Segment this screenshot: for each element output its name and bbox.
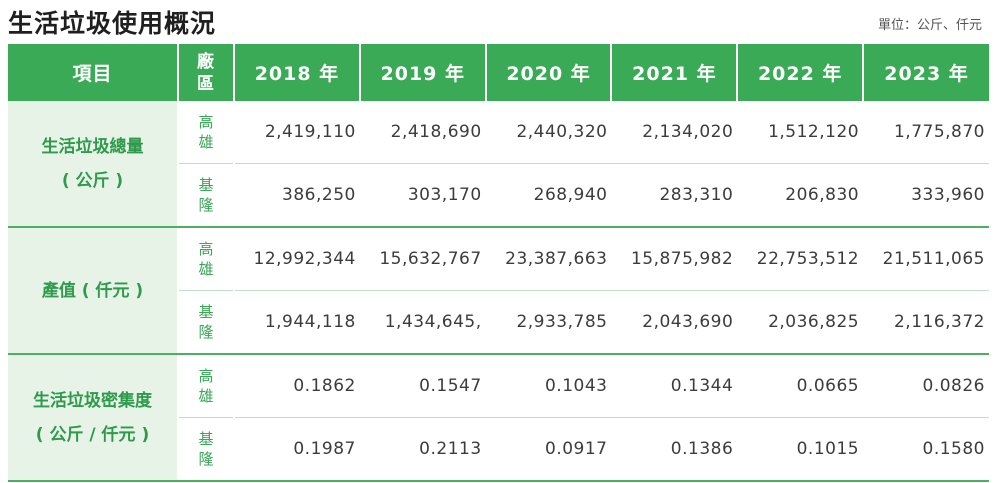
value-cell: 2,440,320: [485, 101, 612, 164]
value-cell: 283,310: [611, 163, 738, 228]
value-cell: 0.0665: [737, 354, 864, 418]
plant-cell: 基 隆: [178, 417, 236, 482]
value-cell: 0.1344: [611, 354, 738, 418]
header-plant: 廠 區: [178, 44, 236, 101]
value-cell: 1,434,645,: [359, 290, 486, 355]
header-year: 2023 年: [863, 44, 989, 101]
value-cell: 23,387,663: [485, 227, 612, 291]
value-cell: 0.0826: [863, 354, 989, 418]
value-cell: 0.1862: [234, 354, 360, 418]
row-group-label-line2: ( 公斤 / 仟元 ): [35, 424, 150, 445]
row-group-label-line1: 產值 ( 仟元 ): [41, 280, 144, 301]
row-group-label-line1: 生活垃圾密集度: [33, 390, 153, 411]
value-cell: 2,116,372: [863, 290, 989, 355]
header-year: 2022 年: [737, 44, 865, 101]
value-cell: 0.1043: [485, 354, 612, 418]
value-cell: 2,043,690: [611, 290, 738, 355]
value-cell: 0.2113: [359, 417, 486, 482]
row-group-label: 生活垃圾密集度 ( 公斤 / 仟元 ): [8, 354, 180, 482]
table-row: 產值 ( 仟元 ) 高 雄 12,992,344 15,632,767 23,387,6…: [8, 227, 989, 355]
value-cell: 0.1547: [359, 354, 486, 418]
table-row: 生活垃圾密集度( 公斤 / 仟元 ) 高 雄 0.1862 0.1547 0.1043 0…: [8, 354, 989, 482]
table-row: 基 隆 1,944,118 1,434,645, 2,933,785 2,043,690…: [8, 290, 989, 355]
plant-cell: 基 隆: [178, 290, 236, 355]
header-item: 項目: [8, 44, 180, 101]
value-cell: 0.1386: [611, 417, 738, 482]
value-cell: 1,775,870: [863, 101, 989, 164]
table-row: 基 隆 0.1987 0.2113 0.0917 0.1386 0.1015 0.1580: [8, 417, 989, 482]
value-cell: 206,830: [737, 163, 864, 228]
row-group-label: 產值 ( 仟元 ): [8, 227, 180, 355]
plant-cell: 高 雄: [178, 227, 236, 291]
value-cell: 1,512,120: [737, 101, 864, 164]
table-header-row: 項目 廠 區 2018 年 2019 年 2020 年 2021 年 2022 …: [8, 44, 989, 101]
value-cell: 303,170: [359, 163, 486, 228]
header-year: 2021 年: [611, 44, 739, 101]
value-cell: 0.1015: [737, 417, 864, 482]
value-cell: 22,753,512: [737, 227, 864, 291]
table-row: 基 隆 386,250 303,170 268,940 283,310 206,830 33…: [8, 163, 989, 228]
value-cell: 2,134,020: [611, 101, 738, 164]
header-year: 2019 年: [359, 44, 487, 101]
row-group-label-line1: 生活垃圾總量: [41, 136, 144, 157]
value-cell: 268,940: [485, 163, 612, 228]
value-cell: 386,250: [234, 163, 360, 228]
value-cell: 2,418,690: [359, 101, 486, 164]
value-cell: 15,875,982: [611, 227, 738, 291]
page-title: 生活垃圾使用概況: [8, 9, 217, 38]
header-year: 2018 年: [234, 44, 361, 101]
garbage-usage-table: 項目 廠 區 2018 年 2019 年 2020 年 2021 年 2022 …: [8, 44, 989, 482]
value-cell: 2,036,825: [737, 290, 864, 355]
plant-cell: 高 雄: [178, 101, 236, 164]
value-cell: 2,933,785: [485, 290, 612, 355]
value-cell: 0.1987: [234, 417, 360, 482]
header-year: 2020 年: [485, 44, 613, 101]
value-cell: 21,511,065: [863, 227, 989, 291]
value-cell: 12,992,344: [234, 227, 360, 291]
header-plant-text: 廠 區: [197, 51, 216, 94]
row-group-label-line2: ( 公斤 ): [61, 170, 124, 191]
plant-cell: 高 雄: [178, 354, 236, 418]
plant-cell: 基 隆: [178, 163, 236, 228]
value-cell: 333,960: [863, 163, 989, 228]
value-cell: 0.0917: [485, 417, 612, 482]
table-row: 生活垃圾總量 ( 公斤 ) 高 雄 2,419,110 2,418,690 2,440,3…: [8, 101, 989, 228]
value-cell: 1,944,118: [234, 290, 360, 355]
row-group-label: 生活垃圾總量 ( 公斤 ): [8, 101, 180, 228]
value-cell: 2,419,110: [234, 101, 360, 164]
value-cell: 15,632,767: [359, 227, 486, 291]
value-cell: 0.1580: [863, 417, 989, 482]
unit-note: 單位：公斤、仟元: [877, 18, 982, 33]
